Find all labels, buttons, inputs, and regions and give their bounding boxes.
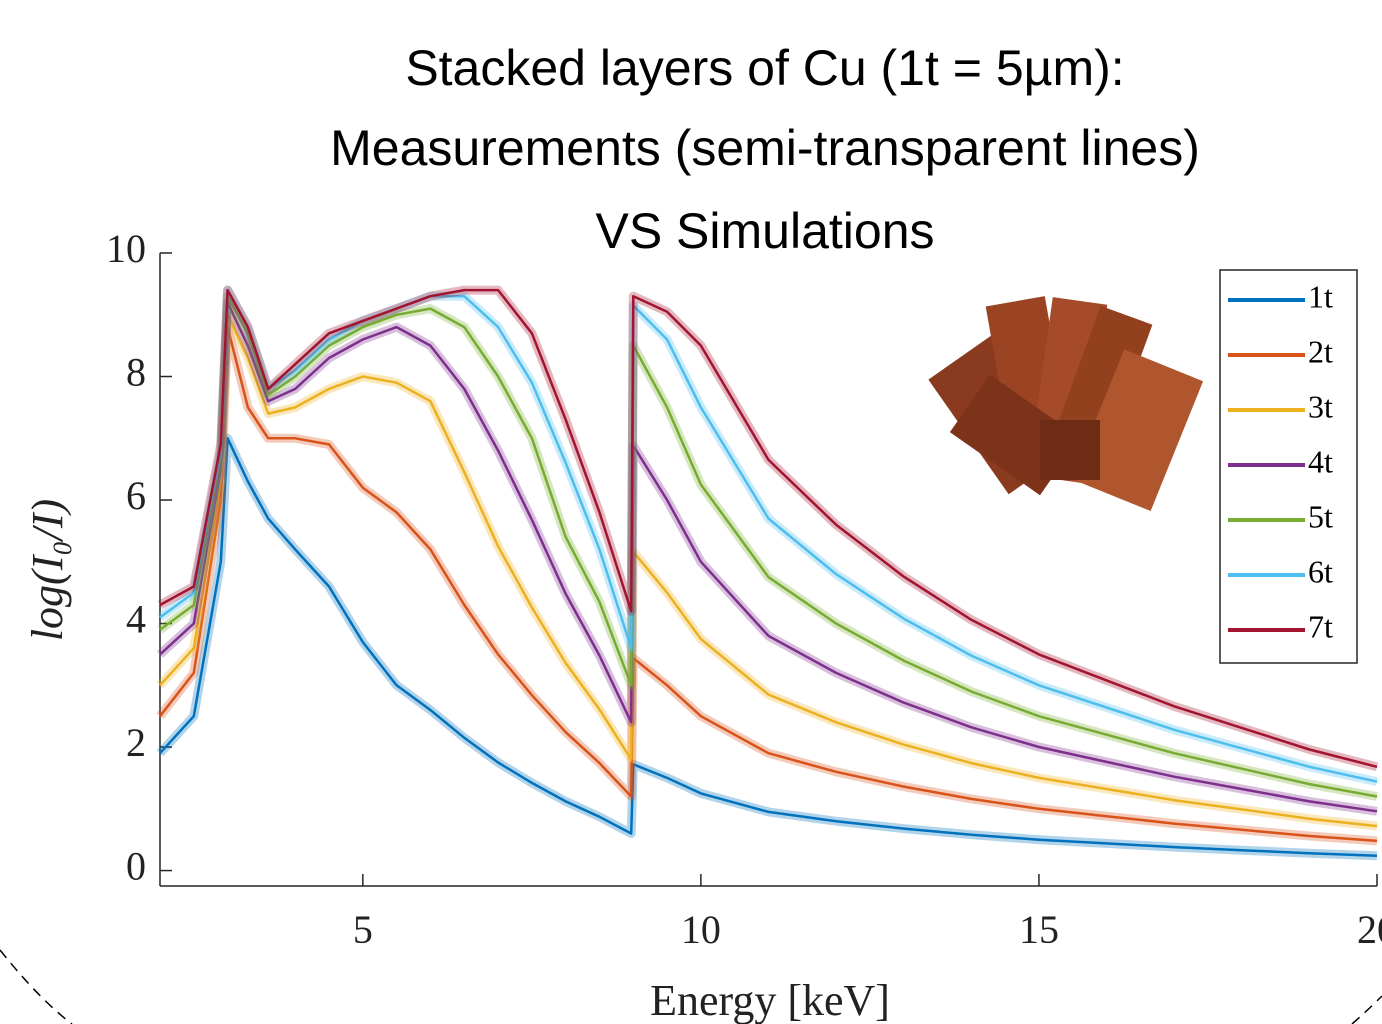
- chart-title: Measurements (semi-transparent lines): [330, 120, 1200, 176]
- legend-label: 6t: [1308, 553, 1333, 589]
- measurement-band: [157, 291, 1378, 801]
- measurement-band: [156, 322, 1378, 846]
- chart-title: VS Simulations: [595, 203, 934, 259]
- y-tick-label: 4: [126, 597, 146, 642]
- legend-label: 1t: [1308, 278, 1333, 314]
- y-axis-label: log(I₀/I): [23, 499, 72, 641]
- legend-label: 4t: [1308, 443, 1333, 479]
- measurement-band: [157, 285, 1378, 786]
- x-tick-label: 15: [1019, 907, 1059, 952]
- copper-photo: [928, 296, 1204, 512]
- y-tick-label: 10: [106, 226, 146, 271]
- y-tick-label: 8: [126, 350, 146, 395]
- series-line: [159, 437, 1378, 857]
- y-tick-label: 0: [126, 844, 146, 889]
- series-line: [159, 294, 1378, 798]
- measurement-band: [156, 433, 1378, 861]
- y-tick-label: 6: [126, 473, 146, 518]
- x-tick-label: 5: [353, 907, 373, 952]
- decor-arc: [1351, 995, 1382, 1024]
- series-line: [159, 288, 1378, 769]
- x-axis-label: Energy [keV]: [650, 976, 890, 1024]
- plot-area: 0 2 4 6 8 10 5 10 15 20 1t 2t 3t 4t 5t 6t 7t: [106, 226, 1382, 952]
- x-tick-label: 10: [681, 907, 721, 952]
- x-tick-label: 20: [1357, 907, 1382, 952]
- chart-title: Stacked layers of Cu (1t = 5µm):: [405, 40, 1124, 96]
- series-line: [159, 288, 1378, 783]
- series-line: [159, 301, 1378, 813]
- legend-label: 7t: [1308, 608, 1333, 644]
- legend: 1t 2t 3t 4t 5t 6t 7t: [1219, 269, 1358, 664]
- series-line: [159, 313, 1378, 828]
- y-tick-label: 2: [126, 720, 146, 765]
- series-line: [159, 325, 1378, 843]
- legend-label: 3t: [1308, 388, 1333, 424]
- legend-label: 2t: [1308, 333, 1333, 369]
- decor-arc: [0, 949, 73, 1024]
- legend-label: 5t: [1308, 498, 1333, 534]
